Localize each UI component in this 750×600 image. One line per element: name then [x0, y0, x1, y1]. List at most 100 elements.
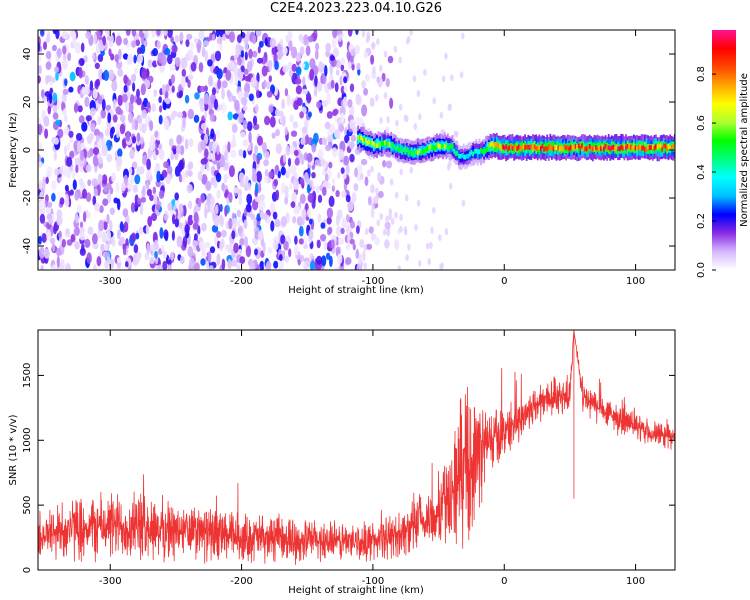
- spectrogram-cell: [132, 184, 138, 193]
- spectrogram-ridge-cell: [377, 142, 380, 148]
- spectrogram-cell: [258, 40, 264, 48]
- spectrogram-cell: [53, 137, 59, 145]
- spectrogram-cell: [290, 130, 298, 137]
- spectrogram-cell: [66, 156, 73, 167]
- spectrogram-cell: [302, 76, 306, 86]
- spectrogram-cell: [244, 75, 250, 82]
- spectrogram-cell: [87, 226, 94, 236]
- colorbar: 0.0 0.2 0.4 0.6 0.8 Normalized spectral ampl…: [696, 30, 750, 278]
- spectrogram-cell: [299, 177, 305, 186]
- spectrogram-cell: [51, 264, 57, 270]
- spectrogram-cell: [227, 111, 233, 121]
- spectrogram-ridge-cell: [628, 143, 630, 149]
- spectrogram-cell: [209, 246, 216, 254]
- spectrogram-cell: [125, 261, 129, 268]
- spectrogram-cell: [90, 122, 96, 133]
- spectrogram-cell: [109, 187, 114, 195]
- spectrogram-ridge-cell: [475, 148, 478, 159]
- spectrogram-ridge-cell: [447, 145, 449, 151]
- spectrogram-cell: [318, 61, 324, 73]
- y-tick-label: 20: [22, 96, 33, 109]
- spectrogram-cell: [301, 88, 308, 95]
- spectrogram-cell: [326, 111, 333, 119]
- spectrogram-cell: [146, 242, 150, 255]
- spectrogram-cell: [136, 198, 142, 205]
- spectrogram-cell: [102, 35, 106, 46]
- spectrogram-ridge-cell: [640, 146, 643, 151]
- spectrogram-cell: [138, 226, 144, 235]
- spectrogram-cell: [53, 168, 60, 176]
- spectrogram-cell: [295, 66, 302, 76]
- spectrogram-cell: [225, 30, 231, 36]
- spectrogram-cell: [227, 258, 232, 270]
- spectrogram-cell: [118, 48, 122, 60]
- colorbar-tick-label: 0.4: [696, 164, 707, 180]
- spectrogram-cell: [54, 66, 60, 73]
- spectrogram-cell: [75, 133, 83, 141]
- spectrogram-ridge-cell: [418, 148, 421, 154]
- spectrogram-cell: [138, 30, 144, 38]
- spectrogram-cell: [199, 102, 205, 113]
- spectrogram-cell: [213, 180, 218, 189]
- spectrogram-cell: [38, 161, 43, 168]
- spectrogram-cell: [350, 49, 356, 57]
- spectrogram-ridge-cell: [407, 150, 410, 156]
- spectrogram-ridge-cell: [517, 144, 520, 150]
- spectrogram-cell: [200, 193, 206, 204]
- spectrogram-cell: [360, 158, 368, 166]
- spectrogram-cell: [293, 100, 299, 110]
- spectrogram-cell: [361, 104, 368, 117]
- spectrogram-ridge-cell: [647, 144, 649, 149]
- spectrogram-ridge-cell: [524, 144, 526, 150]
- spectrogram-cell: [333, 108, 339, 115]
- spectrogram-cell: [189, 138, 194, 148]
- spectrogram-cell: [61, 31, 68, 40]
- spectrogram-cell: [69, 71, 76, 82]
- spectrogram-cell: [289, 114, 294, 123]
- spectrogram-ridge-cell: [406, 147, 408, 153]
- spectrogram-cell: [238, 111, 244, 124]
- spectrogram-cell: [257, 264, 261, 270]
- spectrogram-cell: [204, 50, 208, 62]
- spectrogram-cell: [117, 257, 122, 264]
- spectrogram-cell: [363, 88, 368, 96]
- spectrogram-cell: [108, 39, 114, 48]
- spectrogram-cell: [266, 60, 273, 67]
- spectrogram-ridge-cell: [393, 144, 396, 150]
- spectrogram-cell: [269, 37, 277, 49]
- spectrogram-cell: [214, 50, 222, 62]
- spectrogram-cell: [146, 188, 152, 197]
- spectrogram-cell: [211, 33, 216, 41]
- spectrogram-cell: [425, 242, 430, 250]
- spectrogram-ridge-cell: [562, 146, 564, 152]
- spectrogram-cell: [385, 160, 393, 169]
- spectrogram-cell: [407, 243, 411, 251]
- spectrogram-ridge-cell: [610, 145, 613, 151]
- spectrogram-cell: [370, 165, 374, 173]
- spectrogram-cell: [45, 206, 52, 214]
- spectrogram-cell: [61, 59, 68, 70]
- spectrogram-ridge-cell: [491, 141, 493, 151]
- spectrogram-cell: [278, 110, 284, 118]
- spectrogram-cell: [355, 248, 360, 260]
- spectrogram-cell: [56, 248, 62, 257]
- spectrogram-cell: [156, 170, 161, 183]
- spectrogram-cell: [193, 37, 199, 44]
- spectrogram-cell: [335, 59, 341, 69]
- spectrogram-cell: [309, 58, 316, 70]
- spectrogram-cell: [291, 63, 297, 72]
- spectrogram-cell: [89, 80, 94, 91]
- spectrogram-ridge-cell: [396, 144, 399, 150]
- spectrogram-cell: [388, 213, 392, 221]
- spectrogram-cell: [39, 213, 46, 224]
- spectrogram-cell: [317, 194, 323, 203]
- spectrogram-ridge-cell: [527, 145, 530, 150]
- spectrogram-cell: [233, 242, 239, 254]
- spectrogram-cell: [213, 98, 219, 111]
- spectrogram-cell: [45, 171, 52, 178]
- spectrogram-cell: [265, 260, 272, 270]
- spectrogram-cell: [292, 121, 299, 129]
- spectrogram-ridge-cell: [530, 144, 533, 149]
